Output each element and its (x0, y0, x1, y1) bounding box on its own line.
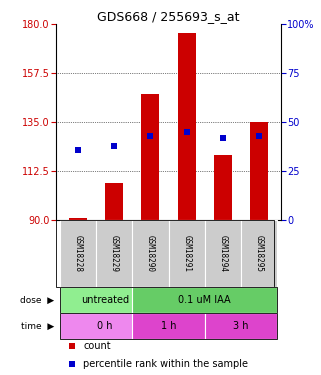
Bar (205, 313, 277, 339)
Bar (132, 288, 277, 313)
Bar (60, 220, 96, 288)
Text: 3 h: 3 h (233, 321, 249, 331)
Bar (250, 122, 268, 220)
Text: GSM18294: GSM18294 (218, 236, 227, 272)
Text: percentile rank within the sample: percentile rank within the sample (83, 358, 248, 369)
Text: GSM18291: GSM18291 (182, 236, 191, 272)
Text: GSM18228: GSM18228 (74, 236, 82, 272)
Bar (69, 218, 87, 220)
Bar (241, 220, 277, 288)
Bar (214, 155, 232, 220)
Text: dose  ▶: dose ▶ (20, 296, 54, 305)
Text: GSM18229: GSM18229 (110, 236, 119, 272)
Text: count: count (83, 341, 111, 351)
Text: GSM18295: GSM18295 (255, 236, 264, 272)
Bar (96, 220, 132, 288)
Text: untreated: untreated (81, 296, 129, 305)
Bar (60, 288, 151, 313)
Bar (169, 220, 205, 288)
Text: 0.1 uM IAA: 0.1 uM IAA (178, 296, 231, 305)
Text: 1 h: 1 h (161, 321, 176, 331)
Title: GDS668 / 255693_s_at: GDS668 / 255693_s_at (97, 10, 240, 23)
Bar (105, 183, 123, 220)
Bar (60, 313, 151, 339)
Bar (141, 94, 160, 220)
Bar (132, 220, 169, 288)
Text: 0 h: 0 h (97, 321, 113, 331)
Text: time  ▶: time ▶ (21, 321, 54, 330)
Bar (132, 313, 205, 339)
Text: GSM18290: GSM18290 (146, 236, 155, 272)
Bar (205, 220, 241, 288)
Bar (178, 33, 196, 220)
